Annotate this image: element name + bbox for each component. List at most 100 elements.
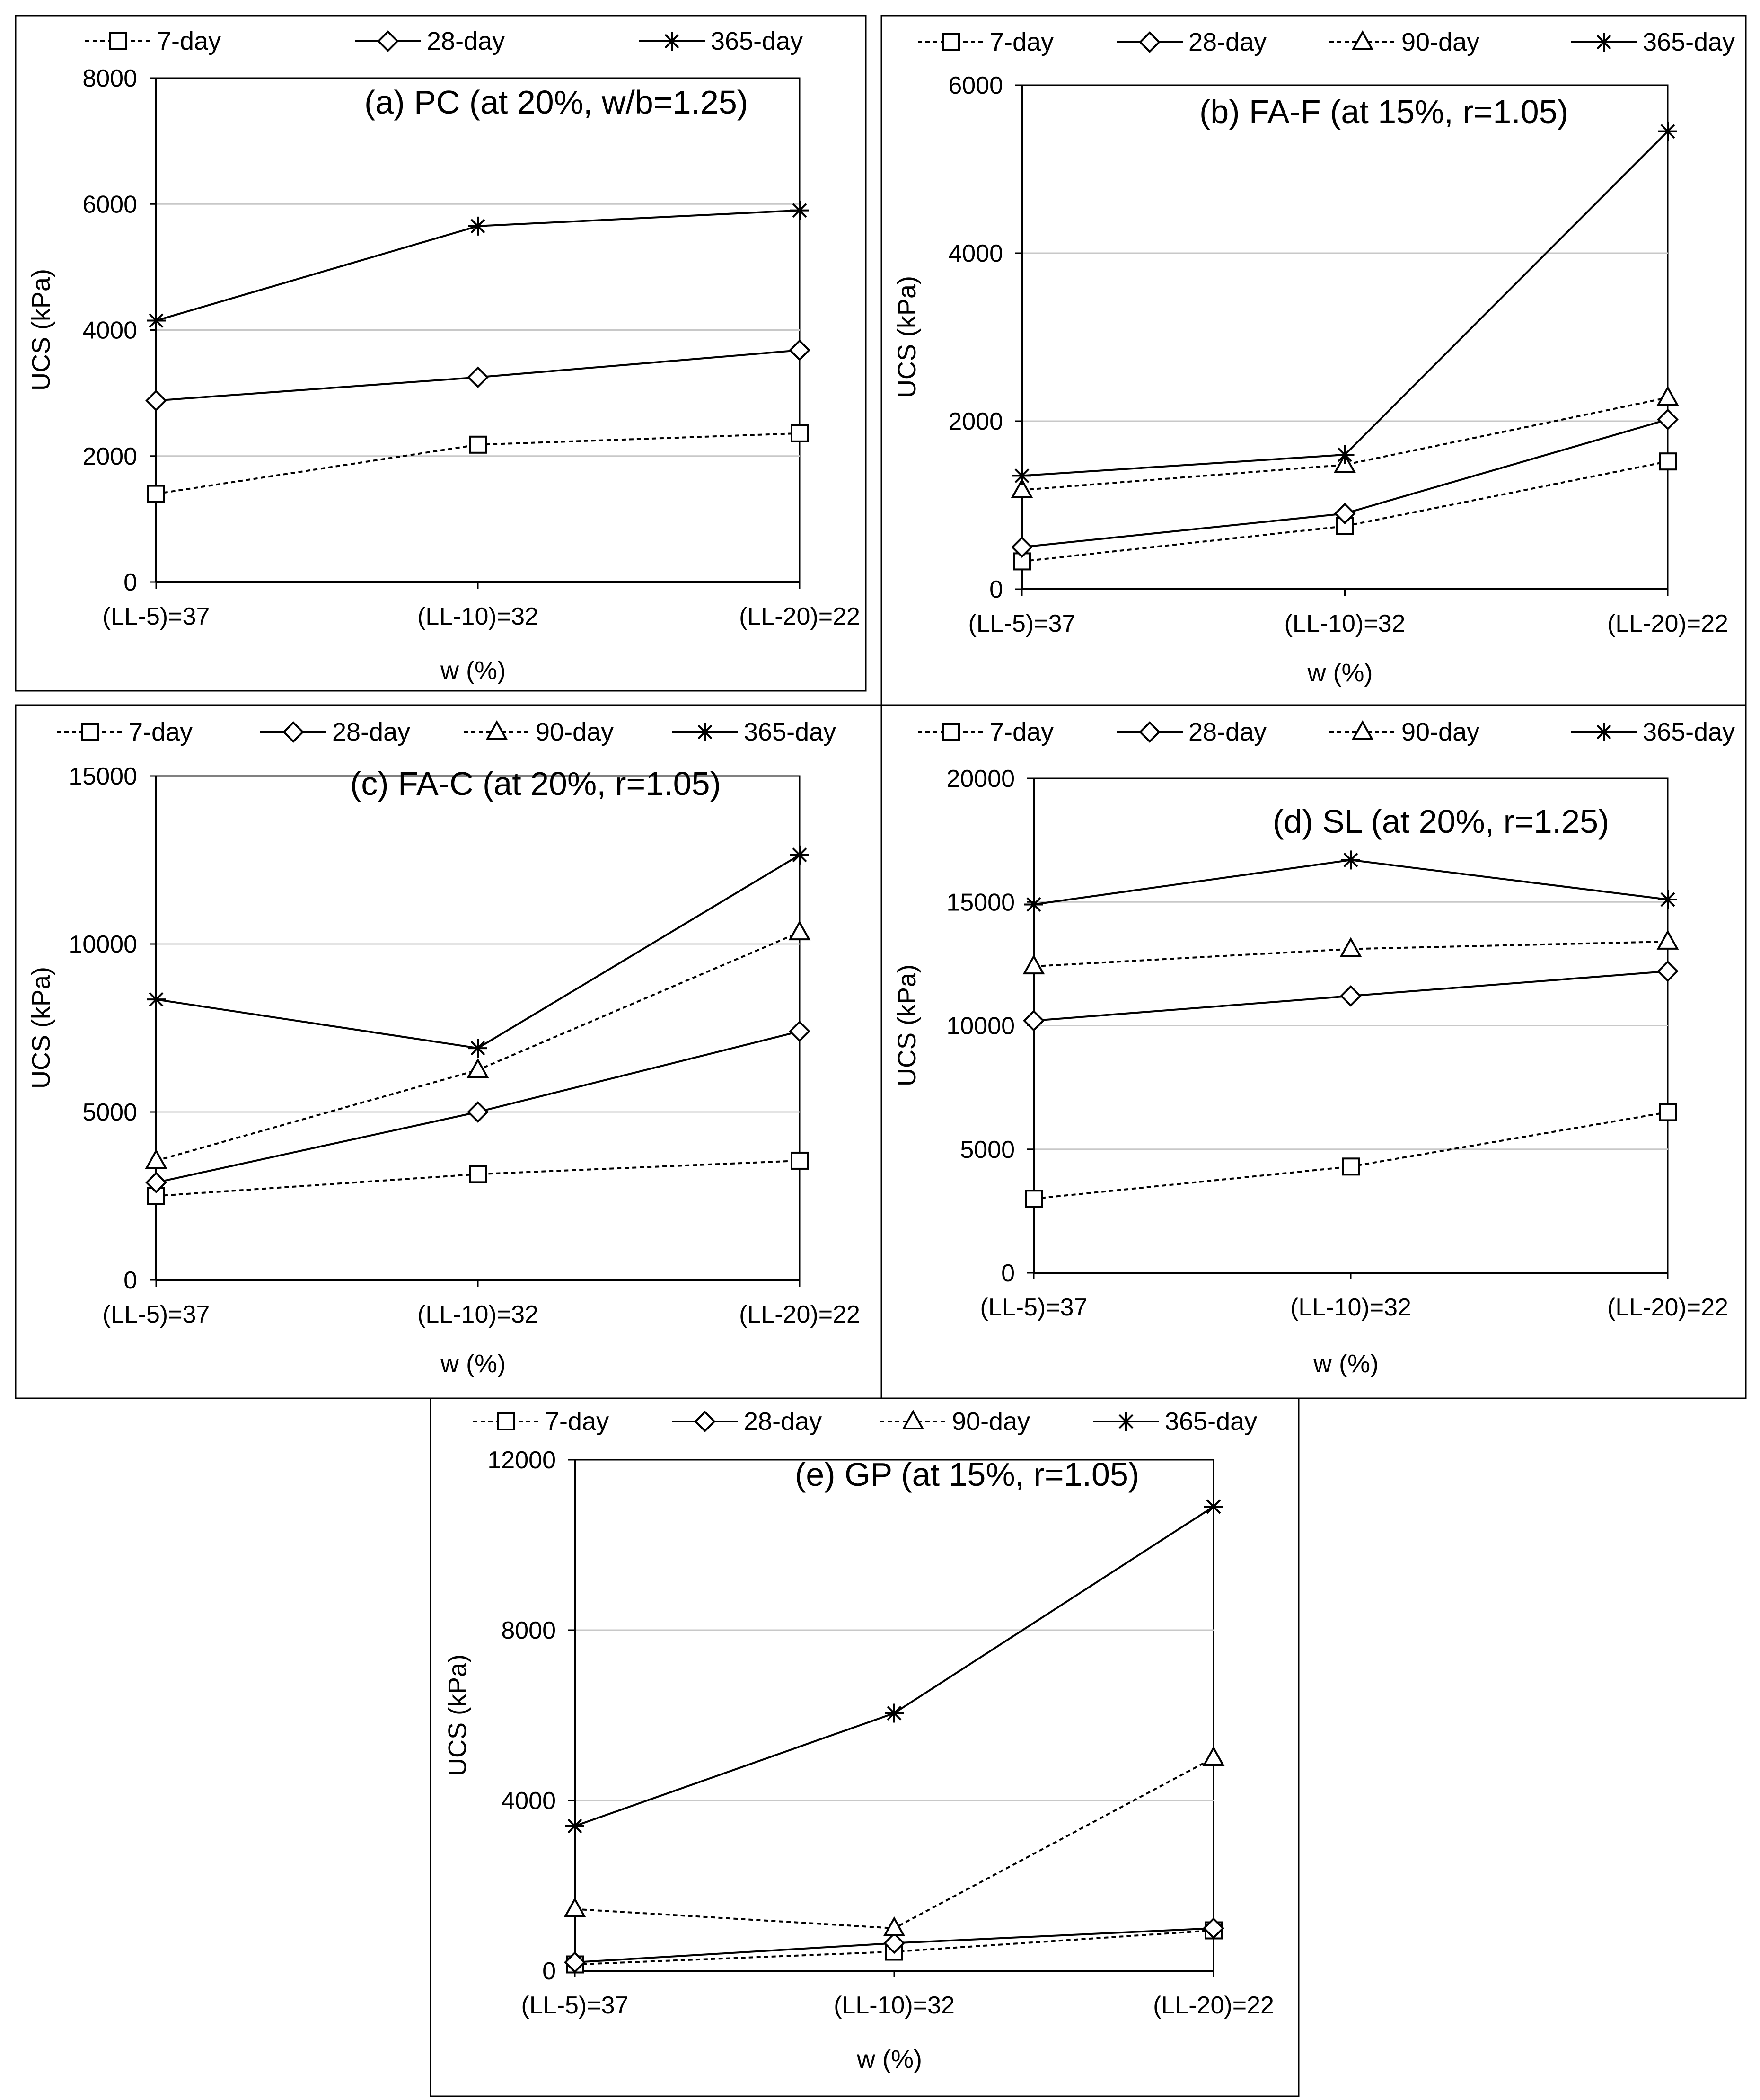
data-point-90-day — [788, 920, 811, 941]
data-point-28-day — [1657, 960, 1679, 982]
data-point-90-day — [563, 1897, 586, 1917]
data-point-28-day — [1657, 408, 1679, 431]
x-tick-label: (LL-20)=22 — [739, 1301, 860, 1328]
y-tick-label: 4000 — [501, 1787, 556, 1815]
y-tick-label: 0 — [123, 1267, 137, 1294]
data-point-7-day — [1025, 1190, 1043, 1208]
chart-title: (d) SL (at 20%, r=1.25) — [1273, 803, 1609, 840]
data-point-28-day — [883, 1932, 905, 1954]
plot-area — [155, 775, 801, 1281]
legend-marker — [282, 721, 304, 743]
legend-marker — [1139, 31, 1161, 53]
data-point-365-day — [1012, 466, 1031, 485]
data-point-90-day — [1656, 386, 1679, 406]
data-point-28-day — [1011, 536, 1033, 558]
y-axis-title: UCS (kPa) — [27, 269, 55, 391]
legend-label: 90-day — [536, 718, 614, 746]
y-tick-label: 15000 — [69, 763, 137, 790]
data-point-7-day — [1659, 452, 1677, 471]
chart-panel-e: 0 4000 8000 12000 (LL-5)=37 (LL-10)=32 (LL-20)… — [430, 1397, 1300, 2097]
legend-marker — [902, 1409, 924, 1429]
y-tick-label: 10000 — [946, 1013, 1015, 1040]
legend-label: 7-day — [545, 1407, 609, 1436]
data-point-365-day — [1341, 850, 1360, 870]
legend-marker — [662, 32, 681, 51]
y-tick-label: 0 — [989, 576, 1003, 603]
x-tick-label: (LL-10)=32 — [417, 603, 538, 630]
x-tick-label: (LL-10)=32 — [1285, 610, 1406, 637]
y-tick-label: 4000 — [82, 317, 137, 344]
data-point-365-day — [790, 201, 809, 220]
data-point-7-day — [147, 485, 165, 503]
legend-label: 7-day — [990, 718, 1054, 746]
y-tick-label: 0 — [123, 569, 137, 596]
y-tick-label: 2000 — [948, 408, 1003, 435]
x-tick-label: (LL-20)=22 — [1153, 1992, 1274, 2019]
data-point-365-day — [1024, 895, 1043, 914]
y-axis-title: UCS (kPa) — [443, 1654, 472, 1776]
legend-label: 28-day — [427, 27, 505, 55]
legend-marker — [1594, 723, 1613, 741]
y-tick-label: 5000 — [960, 1136, 1015, 1164]
data-point-28-day — [1203, 1917, 1224, 1939]
legend-marker — [942, 723, 960, 741]
y-tick-label: 4000 — [948, 240, 1003, 267]
data-point-365-day — [885, 1703, 904, 1723]
x-tick-label: (LL-5)=37 — [103, 603, 210, 630]
y-tick-label: 20000 — [946, 765, 1015, 793]
x-tick-label: (LL-10)=32 — [834, 1992, 955, 2019]
x-tick-label: (LL-5)=37 — [521, 1992, 629, 2019]
data-point-365-day — [1335, 445, 1355, 464]
legend-marker — [1351, 30, 1374, 50]
data-point-28-day — [1334, 503, 1356, 525]
data-point-7-day — [1342, 1157, 1360, 1176]
legend-marker — [695, 723, 714, 741]
data-point-7-day — [1659, 1103, 1677, 1121]
x-tick-label: (LL-20)=22 — [1607, 610, 1728, 637]
y-tick-label: 8000 — [82, 65, 137, 92]
chart-title: (b) FA-F (at 15%, r=1.05) — [1199, 93, 1568, 130]
y-tick-label: 2000 — [82, 443, 137, 470]
y-tick-label: 5000 — [82, 1099, 137, 1126]
x-axis-title: w (%) — [1313, 1350, 1379, 1378]
data-point-90-day — [883, 1916, 906, 1936]
series-line-90-day — [1021, 397, 1668, 491]
legend-marker — [694, 1411, 716, 1432]
y-axis-title: UCS (kPa) — [27, 967, 55, 1089]
data-point-28-day — [789, 339, 810, 361]
data-point-7-day — [469, 435, 487, 454]
chart-panel-a: 0 2000 4000 6000 8000 (LL-5)=37 (LL-10)=32 (LL-… — [15, 15, 867, 692]
legend-marker — [1139, 721, 1161, 743]
y-axis-title: UCS (kPa) — [893, 964, 921, 1086]
data-point-365-day — [1658, 122, 1677, 141]
legend-label: 365-day — [711, 27, 803, 55]
chart-panel-c: 0 5000 10000 15000 (LL-5)=37 (LL-10)=32 (LL-20… — [15, 704, 882, 1399]
legend-marker — [942, 33, 960, 51]
data-point-28-day — [145, 1172, 167, 1193]
legend-marker — [1117, 1412, 1135, 1431]
data-point-28-day — [789, 1020, 810, 1042]
legend-marker — [1594, 33, 1613, 52]
legend-label: 7-day — [129, 718, 193, 746]
y-tick-label: 12000 — [487, 1447, 556, 1474]
x-tick-label: (LL-5)=37 — [968, 610, 1076, 637]
x-tick-label: (LL-5)=37 — [103, 1301, 210, 1328]
y-tick-label: 15000 — [946, 889, 1015, 916]
legend-label: 28-day — [332, 718, 410, 746]
data-point-90-day — [1339, 937, 1362, 957]
legend-label: 365-day — [1643, 28, 1735, 56]
legend-label: 28-day — [1188, 28, 1267, 56]
legend-label: 90-day — [1401, 28, 1479, 56]
legend-marker — [377, 30, 399, 52]
data-point-7-day — [791, 424, 809, 442]
x-tick-label: (LL-5)=37 — [980, 1294, 1088, 1321]
y-tick-label: 6000 — [82, 191, 137, 218]
data-point-90-day — [466, 1058, 489, 1078]
data-point-7-day — [469, 1165, 487, 1183]
chart-panel-d: 0 5000 10000 15000 20000 (LL-5)=37 (LL-10)=32 (… — [880, 704, 1747, 1399]
legend-marker — [485, 720, 508, 740]
x-tick-label: (LL-10)=32 — [1290, 1294, 1411, 1321]
data-point-365-day — [468, 1039, 487, 1058]
legend-label: 28-day — [1188, 718, 1267, 746]
data-point-28-day — [467, 1101, 489, 1123]
